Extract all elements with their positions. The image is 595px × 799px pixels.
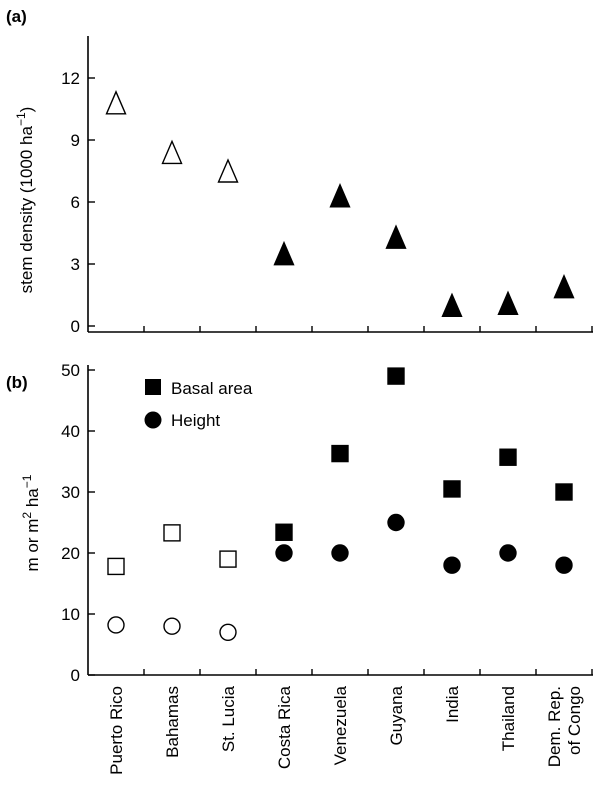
- legend-height-label: Height: [171, 411, 220, 430]
- panel-b-y-tick-label: 50: [61, 361, 80, 380]
- legend-basal-area-label: Basal area: [171, 379, 253, 398]
- height-marker: [388, 515, 404, 531]
- category-labels: Puerto Rico Bahamas St. Lucia Costa Rica Ven…: [107, 685, 584, 774]
- panel-a-label: (a): [6, 7, 27, 26]
- category-label: Bahamas: [163, 686, 182, 758]
- category-label: Costa Rica: [275, 685, 294, 769]
- panel-a-y-tick-label: 6: [71, 193, 80, 212]
- panel-b-y-tick-label: 20: [61, 544, 80, 563]
- basal-area-marker: [444, 481, 460, 497]
- panel-a-y-tick-label: 0: [71, 317, 80, 336]
- panel-b-y-tick-label: 30: [61, 483, 80, 502]
- category-label: Thailand: [499, 686, 518, 751]
- basal-area-marker: [332, 446, 348, 462]
- panel-b: (b) m or m2 ha−1 0 10 20 30 40 50 Puerto Rico…: [6, 361, 593, 775]
- legend-height-swatch: [145, 412, 162, 429]
- basal-area-marker: [220, 551, 236, 567]
- stem-density-marker: [499, 292, 518, 314]
- stem-density-marker: [219, 160, 238, 182]
- stem-density-marker: [443, 294, 462, 316]
- legend-basal-area-swatch: [145, 379, 161, 395]
- category-label: of Congo: [565, 686, 584, 755]
- height-marker: [220, 624, 236, 640]
- stem-density-marker: [555, 276, 574, 298]
- stem-density-marker: [163, 141, 182, 163]
- category-label: Guyana: [387, 685, 406, 745]
- category-label: Dem. Rep.: [545, 686, 564, 767]
- panel-b-y-axis-title: m or m2 ha−1: [20, 474, 42, 571]
- panel-a-y-tick-label: 9: [71, 131, 80, 150]
- basal-area-marker: [108, 558, 124, 574]
- panel-b-y-ticks: 0 10 20 30 40 50: [61, 361, 95, 685]
- stem-density-marker: [275, 243, 294, 265]
- stem-density-marker: [107, 92, 126, 114]
- category-label: Venezuela: [331, 685, 350, 765]
- category-label: St. Lucia: [219, 685, 238, 752]
- height-marker: [108, 617, 124, 633]
- height-marker: [332, 545, 348, 561]
- panel-b-y-tick-label: 0: [71, 666, 80, 685]
- height-marker: [276, 545, 292, 561]
- panel-b-label: (b): [6, 373, 28, 392]
- height-marker: [444, 557, 460, 573]
- basal-area-marker: [276, 524, 292, 540]
- legend: Basal area Height: [145, 379, 253, 430]
- panel-a-y-ticks: 0 3 6 9 12: [61, 69, 95, 336]
- height-marker: [500, 545, 516, 561]
- panel-b-markers: [108, 368, 572, 640]
- panel-b-y-tick-label: 10: [61, 605, 80, 624]
- basal-area-marker: [388, 368, 404, 384]
- category-label: Puerto Rico: [107, 686, 126, 775]
- height-marker: [164, 618, 180, 634]
- panel-a-y-axis-title: stem density (1000 ha−1): [14, 107, 36, 294]
- panel-b-y-tick-label: 40: [61, 422, 80, 441]
- panel-a-markers: [107, 92, 574, 317]
- basal-area-marker: [500, 449, 516, 465]
- stem-density-marker: [331, 185, 350, 207]
- height-marker: [556, 557, 572, 573]
- panel-a-y-tick-label: 12: [61, 69, 80, 88]
- panel-a: (a) stem density (1000 ha−1) 0 3 6 9 12: [6, 7, 593, 336]
- category-label: India: [443, 685, 462, 722]
- basal-area-marker: [556, 484, 572, 500]
- basal-area-marker: [164, 525, 180, 541]
- panel-a-axes: [88, 36, 593, 332]
- stem-density-marker: [387, 226, 406, 248]
- panel-a-y-tick-label: 3: [71, 255, 80, 274]
